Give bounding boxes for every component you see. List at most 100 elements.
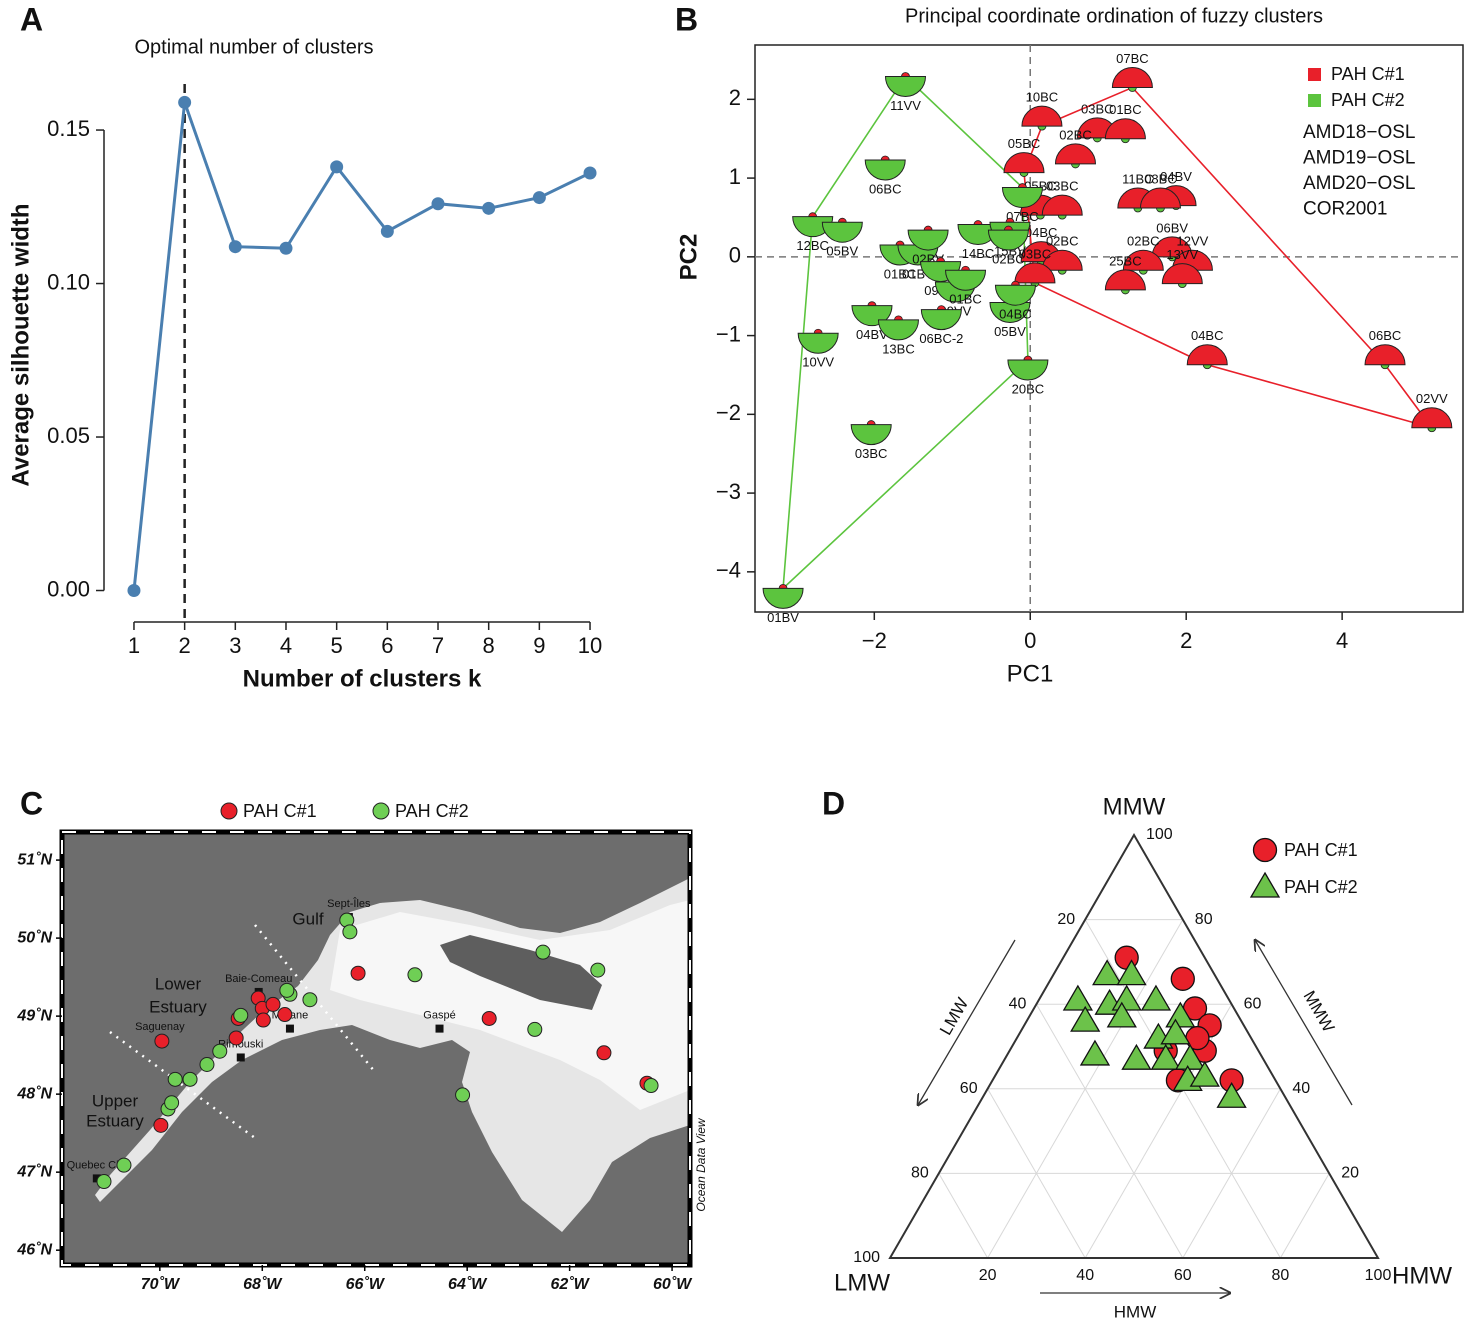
chart-title: Principal coordinate ordination of fuzzy… (905, 5, 1323, 27)
membership-half (1020, 173, 1028, 177)
place-label: Sept-Îles (327, 897, 371, 910)
place-marker (436, 1025, 444, 1033)
y-tick-label: −4 (716, 558, 741, 583)
legend-label: PAH C#2 (395, 801, 469, 821)
panel-label: C (20, 785, 43, 821)
legend-group: AMD20−OSL (1303, 173, 1415, 194)
point-label: 08BC (1144, 171, 1177, 186)
sample-point (168, 1072, 182, 1086)
point-label: 13BC (882, 341, 915, 356)
tick-label: 20 (979, 1267, 997, 1284)
sample-point (597, 1046, 611, 1060)
point (482, 202, 495, 215)
y-tick-label: 51˚N (17, 851, 52, 868)
sample-point (343, 925, 357, 939)
sample-point (155, 1034, 169, 1048)
point-label: 05BV (826, 244, 858, 259)
corner-label: LMW (834, 1269, 890, 1296)
x-tick-label: 2 (179, 633, 191, 658)
x-tick-label: 64˚W (448, 1276, 488, 1293)
legend-marker (221, 803, 237, 819)
membership-half (1071, 164, 1079, 168)
place-label: Gaspé (423, 1010, 455, 1022)
x-tick-label: 62˚W (551, 1276, 591, 1293)
point-label: 02BC (1127, 234, 1160, 249)
credit: Ocean Data View (694, 1117, 708, 1211)
membership-half (1156, 208, 1164, 212)
point (1187, 345, 1227, 365)
point-label: 14BC (962, 246, 995, 261)
ternary-frame (890, 835, 1378, 1258)
point-label: 07BC (1116, 51, 1149, 66)
point (1064, 986, 1092, 1010)
sample-point (644, 1079, 658, 1093)
point-label: 10BC (1026, 90, 1059, 105)
legend-marker (1251, 873, 1279, 897)
point (921, 310, 961, 330)
y-tick-label: 0.15 (47, 116, 90, 141)
y-axis-label: PC2 (675, 234, 702, 281)
y-tick-label: 0.10 (47, 269, 90, 294)
y-tick-label: −3 (716, 479, 741, 504)
sample-point (165, 1096, 179, 1110)
tick-label: 100 (853, 1249, 880, 1266)
point (1105, 119, 1145, 139)
sample-point (408, 968, 422, 982)
y-tick-label: 48˚N (16, 1085, 52, 1102)
point-label: 06BC (869, 181, 902, 196)
y-tick-label: 49˚N (16, 1007, 52, 1024)
x-tick-label: 8 (483, 633, 495, 658)
corner-label: HMW (1392, 1262, 1452, 1289)
sample-point (351, 966, 365, 980)
sample-point (591, 963, 605, 977)
tick-label: 100 (1365, 1267, 1392, 1284)
point-label: 12BC (796, 238, 829, 253)
region-label: Gulf (292, 909, 323, 928)
membership-half (868, 302, 876, 306)
point-label: 10VV (802, 355, 834, 370)
sample-point (97, 1175, 111, 1189)
y-tick-label: 0.00 (47, 576, 90, 601)
tick-label: 60 (1174, 1267, 1192, 1284)
membership-half (1093, 138, 1101, 142)
tick-label: 80 (911, 1165, 929, 1182)
point-label: 05BC (1008, 136, 1041, 151)
point (1365, 345, 1405, 365)
x-tick-label: 70˚W (141, 1276, 181, 1293)
point (763, 588, 803, 608)
y-tick-label: 50˚N (17, 929, 52, 946)
point-label: 01BC (949, 292, 982, 307)
corner-label: MMW (1103, 793, 1166, 820)
point-label: 25BC (1109, 253, 1142, 268)
y-tick-label: 46˚N (16, 1241, 52, 1258)
region-label: Estuary (149, 997, 207, 1016)
point (865, 160, 905, 180)
figure: A Optimal number of clusters Number of c… (0, 0, 1478, 1324)
tick-label: 80 (1272, 1267, 1290, 1284)
legend-swatch (1308, 68, 1321, 81)
x-tick-label: 66˚W (346, 1276, 386, 1293)
x-tick-label: 3 (229, 633, 241, 658)
sample-point (256, 1013, 270, 1027)
y-tick-label: −2 (716, 400, 741, 425)
point (178, 96, 191, 109)
x-tick-label: 5 (331, 633, 343, 658)
point (1081, 1041, 1109, 1065)
region-label: Lower (155, 974, 202, 993)
place-marker (237, 1053, 245, 1061)
side-label: LMW (936, 995, 972, 1039)
tick-label: 60 (1244, 995, 1262, 1012)
place-label: Baie-Comeau (225, 973, 292, 985)
point (1004, 153, 1044, 173)
grid-line (939, 1173, 988, 1258)
x-tick-label: 60˚W (653, 1276, 693, 1293)
legend-label: PAH C#1 (1331, 64, 1405, 84)
tick-label: 40 (1292, 1080, 1310, 1097)
sample-point (229, 1031, 243, 1045)
series-line (134, 102, 590, 590)
membership-half (1058, 270, 1066, 274)
x-tick-label: 2 (1180, 628, 1192, 653)
tick-label: 40 (1076, 1267, 1094, 1284)
x-tick-label: 0 (1024, 628, 1036, 653)
tick-label: 40 (1009, 995, 1027, 1012)
